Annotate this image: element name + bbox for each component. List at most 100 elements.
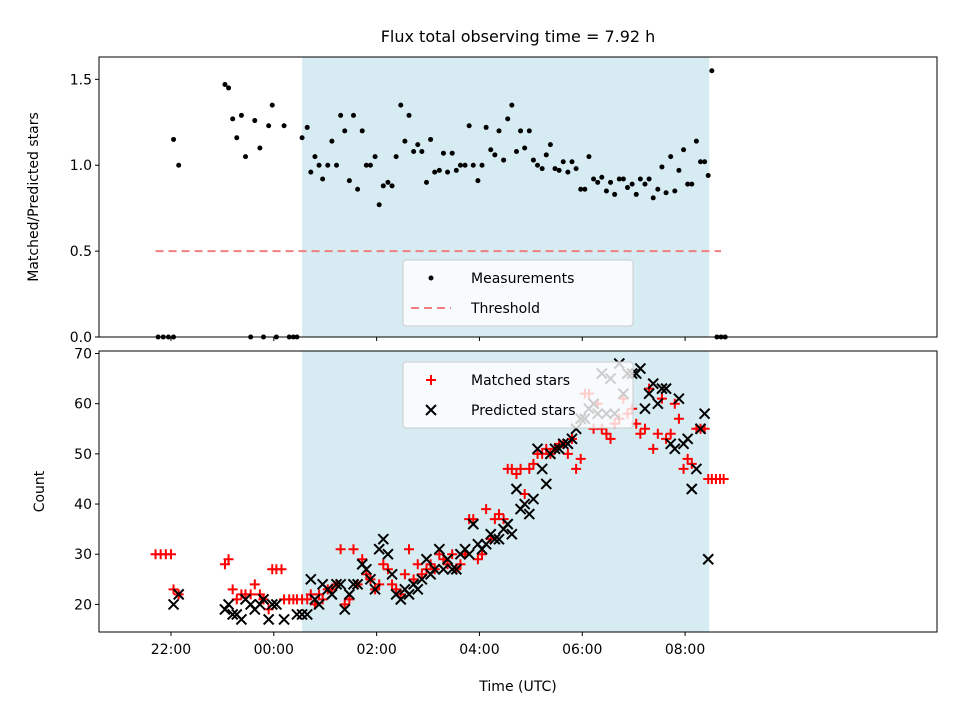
measurement-point: [698, 159, 704, 165]
predicted-stars-point: [386, 568, 398, 581]
measurement-point: [329, 138, 335, 144]
legend: Matched stars Predicted stars: [402, 361, 634, 429]
measurement-point: [453, 167, 459, 173]
predicted-stars-point: [489, 533, 501, 545]
predicted-stars-point: [467, 518, 479, 530]
measurement-point: [573, 166, 579, 172]
measurement-point: [655, 186, 661, 192]
measurement-point: [595, 179, 601, 185]
axes-frame: [98, 350, 938, 633]
measurement-point: [633, 191, 639, 197]
y-tick-label: 70: [74, 347, 92, 363]
matched-stars-point: [682, 453, 693, 464]
y-tick-label: 60: [74, 397, 92, 413]
measurement-point: [243, 154, 249, 160]
legend-label: Matched stars: [471, 373, 570, 389]
y-tick-label: 30: [74, 547, 92, 563]
y-tick-label: 20: [74, 597, 92, 613]
measurement-point: [230, 116, 236, 122]
measurement-point: [526, 128, 532, 134]
predicted-stars-point: [518, 498, 531, 510]
predicted-stars-point: [557, 438, 569, 450]
matched-stars-point: [652, 428, 663, 439]
measurement-point: [462, 162, 468, 168]
measurement-point: [380, 183, 386, 189]
matched-stars-point: [254, 589, 265, 600]
measurement-point: [334, 162, 340, 168]
measurement-point: [663, 190, 669, 196]
legend-marker-matched: [426, 375, 436, 385]
measurement-point: [445, 169, 451, 175]
matched-stars-point: [468, 514, 479, 525]
matched-stars-point: [223, 554, 234, 565]
measurement-point: [496, 128, 502, 134]
measurement-point: [642, 181, 648, 187]
matched-stars-point: [276, 564, 287, 575]
measurement-point: [578, 186, 584, 192]
measurement-point: [672, 188, 678, 194]
measurement-point: [620, 176, 626, 182]
matched-stars-point: [227, 584, 238, 595]
measurement-point: [222, 81, 228, 87]
matched-stars-point: [348, 544, 359, 555]
predicted-stars-point: [420, 553, 433, 565]
predicted-stars-point: [377, 533, 390, 545]
x-tick-label: 00:00: [254, 642, 294, 658]
predicted-stars-point: [270, 598, 283, 611]
measurement-point: [539, 166, 545, 172]
bottom-panel: 20 30 40 50 60 70 22:00 00:00 02:00 04:00 06:00 08:…: [32, 347, 938, 658]
measurement-point: [363, 162, 369, 168]
measurement-point: [586, 154, 592, 160]
predicted-stars-point: [339, 603, 351, 616]
matched-stars-point: [605, 433, 616, 444]
measurement-point: [475, 178, 481, 184]
predicted-stars-point: [531, 443, 544, 455]
measurement-point: [470, 162, 476, 168]
predicted-stars-point: [343, 588, 356, 601]
matched-stars-point: [493, 509, 504, 520]
matched-stars-point: [378, 559, 389, 570]
matched-stars-point: [635, 428, 646, 439]
measurement-point: [612, 191, 618, 197]
x-tick-label: 04:00: [459, 642, 499, 658]
measurement-point: [569, 159, 575, 165]
y-tick-label: 50: [74, 447, 92, 463]
predicted-stars-point: [257, 593, 270, 606]
predicted-stars-point: [369, 583, 381, 596]
predicted-stars-point: [351, 578, 364, 591]
legend-box: [402, 259, 634, 327]
y-axis-label: Count: [32, 470, 48, 512]
predicted-stars-point: [403, 588, 415, 601]
measurement-point: [702, 159, 708, 165]
measurement-point: [266, 123, 272, 129]
measurement-point: [457, 162, 463, 168]
measurement-point: [650, 195, 656, 201]
predicted-stars-point: [437, 563, 450, 575]
predicted-stars-point: [254, 598, 266, 611]
axes-frame: [98, 56, 938, 338]
predicted-stars-point: [222, 598, 235, 611]
measurement-point: [359, 128, 365, 134]
measurement-point: [176, 162, 182, 168]
predicted-stars-point: [172, 588, 185, 601]
matched-stars-point: [399, 569, 410, 580]
measurement-point: [238, 112, 244, 118]
measurement-point: [402, 138, 408, 144]
measurement-point: [342, 128, 348, 134]
predicted-stars-point: [416, 573, 428, 586]
chart-title: Flux total observing time = 7.92 h: [381, 27, 656, 46]
matched-stars-point: [571, 463, 582, 474]
measurement-point: [582, 186, 588, 192]
matched-stars-point: [416, 569, 427, 580]
predicted-stars-point: [291, 608, 303, 621]
measurement-point: [449, 150, 455, 156]
x-tick-label: 02:00: [356, 642, 396, 658]
predicted-stars-point: [694, 423, 707, 435]
predicted-stars-point: [313, 598, 325, 611]
y-axis-label: Matched/Predicted stars: [26, 112, 42, 282]
measurement-point: [312, 154, 318, 160]
measurement-point: [376, 202, 382, 208]
predicted-stars-point: [506, 528, 518, 540]
measurement-point: [616, 176, 622, 182]
predicted-stars-point: [566, 433, 578, 445]
